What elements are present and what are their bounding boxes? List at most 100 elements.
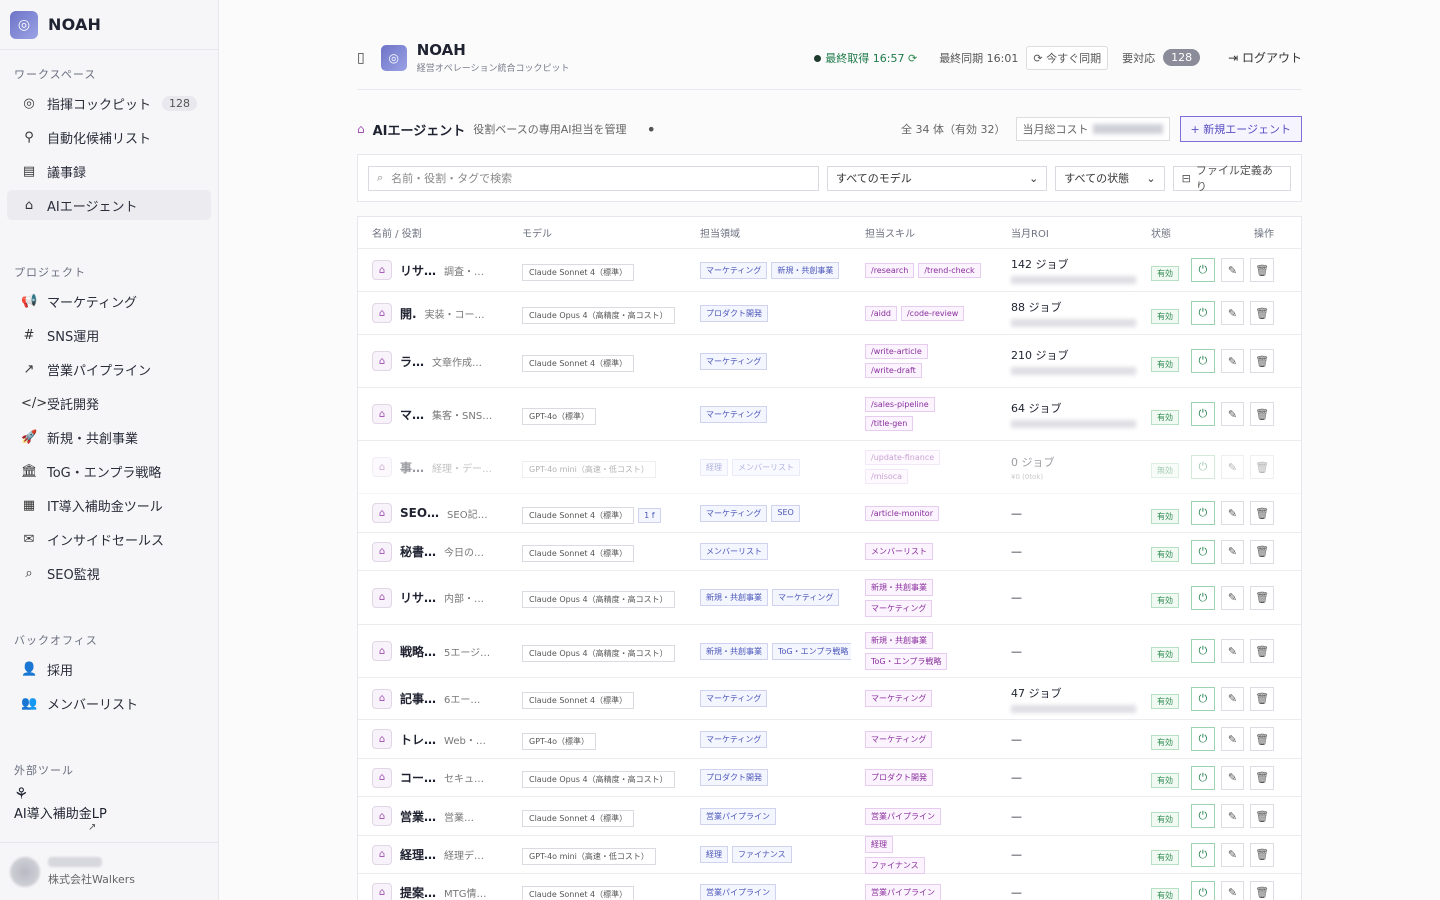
nav-item[interactable]: 👤 採用 (7, 654, 211, 684)
edit-icon[interactable]: ✎ (1220, 301, 1245, 325)
table-row[interactable]: ⌂ 営業… 営業… Claude Sonnet 4（標準） 営業パイプライン 営業パイプラ… (358, 797, 1301, 836)
search-input[interactable]: ⌕ 名前・役割・タグで検索 (368, 165, 819, 191)
nav-item[interactable]: ◎ 指揮コックピット 128 (7, 88, 211, 118)
new-agent-button[interactable]: + 新規エージェント (1179, 116, 1302, 142)
edit-icon[interactable]: ✎ (1220, 539, 1245, 564)
file-defined-button[interactable]: ⊟ ファイル定義あり (1172, 164, 1291, 193)
nav-item[interactable]: ▦ IT導入補助金ツール (7, 490, 211, 520)
power-icon[interactable]: ⏻ (1190, 539, 1215, 564)
nav-item[interactable]: 🏛 ToG・エンプラ戦略 (7, 456, 211, 486)
power-icon[interactable]: ⏻ (1190, 639, 1215, 663)
edit-icon[interactable]: ✎ (1220, 585, 1245, 610)
power-icon[interactable]: ⏻ (1190, 501, 1215, 525)
edit-icon[interactable]: ✎ (1220, 501, 1245, 525)
trash-icon[interactable]: 🗑 (1250, 765, 1274, 790)
trash-icon[interactable]: 🗑 (1250, 842, 1274, 867)
agent-icon: ⌂ (372, 882, 392, 900)
power-icon[interactable]: ⏻ (1190, 455, 1215, 479)
edit-icon[interactable]: ✎ (1220, 402, 1245, 426)
agent-icon: ⌂ (372, 806, 392, 826)
power-icon[interactable]: ⏻ (1190, 258, 1215, 282)
trash-icon[interactable]: 🗑 (1250, 686, 1274, 711)
user-box[interactable]: 株式会社Walkers (0, 842, 218, 900)
brand[interactable]: ◎ NOAH (0, 0, 218, 50)
table-row[interactable]: ⌂ 戦略… 5エージ… Claude Opus 4（高精度・高コスト） 新規・共創事業 T… (358, 625, 1301, 678)
trash-icon[interactable]: 🗑 (1250, 804, 1274, 828)
table-row[interactable]: ⌂ トレ… Web・… GPT-4o（標準） マーケティング マーケティング — 有効 ⏻ ✎ 🗑 (358, 720, 1301, 759)
area-tag: ファイナンス (732, 846, 792, 863)
agent-role: 内部・… (444, 594, 485, 605)
nav-item[interactable]: # SNS運用 (7, 320, 211, 350)
area-tag: マーケティング (700, 352, 768, 370)
table-row[interactable]: ⌂ SEO… SEO記… Claude Sonnet 4（標準） 1 f マーケティング S… (358, 494, 1301, 533)
table-row[interactable]: ⌂ コー… セキュ… Claude Opus 4（高精度・高コスト） プロダクト開発 プロ… (358, 759, 1301, 797)
nav-item[interactable]: ▤ 議事録 (7, 156, 211, 186)
status-select[interactable]: すべての状態 ⌄ (1055, 165, 1165, 191)
nav-item[interactable]: ⚲ 自動化候補リスト (7, 122, 211, 152)
edit-icon[interactable]: ✎ (1220, 880, 1245, 900)
power-icon[interactable]: ⏻ (1190, 804, 1215, 828)
power-icon[interactable]: ⏻ (1190, 402, 1215, 426)
edit-icon[interactable]: ✎ (1220, 455, 1245, 479)
table-row[interactable]: ⌂ 事… 経理・デー… GPT-4o mini（高速・低コスト） 経理 メンバーリスト/u… (358, 441, 1301, 494)
power-icon[interactable]: ⏻ (1190, 301, 1215, 325)
nav-icon: ▦ (22, 497, 36, 513)
edit-icon[interactable]: ✎ (1220, 258, 1245, 282)
edit-icon[interactable]: ✎ (1220, 727, 1245, 751)
trash-icon[interactable]: 🗑 (1250, 301, 1274, 325)
edit-icon[interactable]: ✎ (1220, 765, 1245, 790)
table-row[interactable]: ⌂ リサ… 調査・… Claude Sonnet 4（標準） マーケティング 新規・共創事… (358, 249, 1301, 292)
nav-item[interactable]: ↗ 営業パイプライン (7, 354, 211, 384)
table-row[interactable]: ⌂ 秘書… 今日の… Claude Sonnet 4（標準） メンバーリスト メンバーリス… (358, 533, 1301, 571)
trash-icon[interactable]: 🗑 (1250, 402, 1274, 426)
trash-icon[interactable]: 🗑 (1250, 880, 1274, 900)
power-icon[interactable]: ⏻ (1190, 349, 1215, 373)
roi-redacted (1011, 420, 1136, 428)
trash-icon[interactable]: 🗑 (1250, 455, 1274, 479)
table-row[interactable]: ⌂ 記事… 6エー… Claude Sonnet 4（標準） マーケティング マーケティン… (358, 678, 1301, 720)
nav-item[interactable]: ✉ インサイドセールス (7, 524, 211, 554)
ops-cell: ⏻ ✎ 🗑 (1190, 585, 1286, 610)
table-row[interactable]: ⌂ 提案… MTG情… Claude Sonnet 4（標準） 営業パイプライン 営業パイ… (358, 874, 1301, 900)
edit-icon[interactable]: ✎ (1220, 842, 1245, 867)
table-row[interactable]: ⌂ マ… 集客・SNS… GPT-4o（標準） マーケティング/sales-pipeli… (358, 388, 1301, 441)
model-select[interactable]: すべてのモデル ⌄ (827, 165, 1048, 191)
edit-icon[interactable]: ✎ (1220, 804, 1245, 828)
power-icon[interactable]: ⏻ (1190, 727, 1215, 751)
external-tool-link[interactable]: ⚘ AI導入補助金LP ↗ (0, 784, 218, 833)
power-icon[interactable]: ⏻ (1190, 880, 1215, 900)
trash-icon[interactable]: 🗑 (1250, 349, 1274, 373)
power-icon[interactable]: ⏻ (1190, 686, 1215, 711)
nav-item[interactable]: </> 受託開発 (7, 388, 211, 418)
table-row[interactable]: ⌂ リサ… 内部・… Claude Opus 4（高精度・高コスト） 新規・共創事業 マー… (358, 571, 1301, 625)
trash-icon[interactable]: 🗑 (1250, 501, 1274, 525)
nav-item[interactable]: 📢 マーケティング (7, 286, 211, 316)
trash-icon[interactable]: 🗑 (1250, 539, 1274, 564)
nav-item[interactable]: 👥 メンバーリスト (7, 688, 211, 718)
trash-icon[interactable]: 🗑 (1250, 639, 1274, 663)
agent-name: 記事… (400, 692, 437, 706)
nav-label: 採用 (47, 663, 74, 679)
trash-icon[interactable]: 🗑 (1250, 727, 1274, 751)
power-icon[interactable]: ⏻ (1190, 765, 1215, 790)
nav-item[interactable]: ⌂ AIエージェント (7, 190, 211, 220)
trash-icon[interactable]: 🗑 (1250, 585, 1274, 610)
nav-item[interactable]: 🚀 新規・共創事業 (7, 422, 211, 452)
edit-icon[interactable]: ✎ (1220, 349, 1245, 373)
power-icon[interactable]: ⏻ (1190, 585, 1215, 610)
col-model: モデル (522, 229, 552, 240)
table-row[interactable]: ⌂ 経理… 経理デ… GPT-4o mini（高速・低コスト） 経理 ファイナンス 経理 ファ… (358, 835, 1301, 874)
model-cell: Claude Opus 4（高精度・高コスト） (508, 587, 686, 608)
status-badge: 有効 (1151, 356, 1179, 372)
power-icon[interactable]: ⏻ (1190, 842, 1215, 867)
table-row[interactable]: ⌂ ラ… 文章作成… Claude Sonnet 4（標準） マーケティング/write… (358, 335, 1301, 388)
model-cell: Claude Opus 4（高精度・高コスト） (508, 767, 686, 788)
sync-now-button[interactable]: ⟳ 今すぐ同期 (1026, 45, 1109, 70)
trash-icon[interactable]: 🗑 (1250, 258, 1274, 282)
table-row[interactable]: ⌂ 開. 実装・コー… Claude Opus 4（高精度・高コスト） プロダクト開発 /… (358, 292, 1301, 335)
logout-button[interactable]: ⇥ ログアウト (1228, 51, 1302, 65)
nav-item[interactable]: ⌕ SEO監視 (7, 558, 211, 588)
edit-icon[interactable]: ✎ (1220, 639, 1245, 663)
edit-icon[interactable]: ✎ (1220, 686, 1245, 711)
panel-toggle-icon[interactable]: ▯ (357, 49, 365, 66)
